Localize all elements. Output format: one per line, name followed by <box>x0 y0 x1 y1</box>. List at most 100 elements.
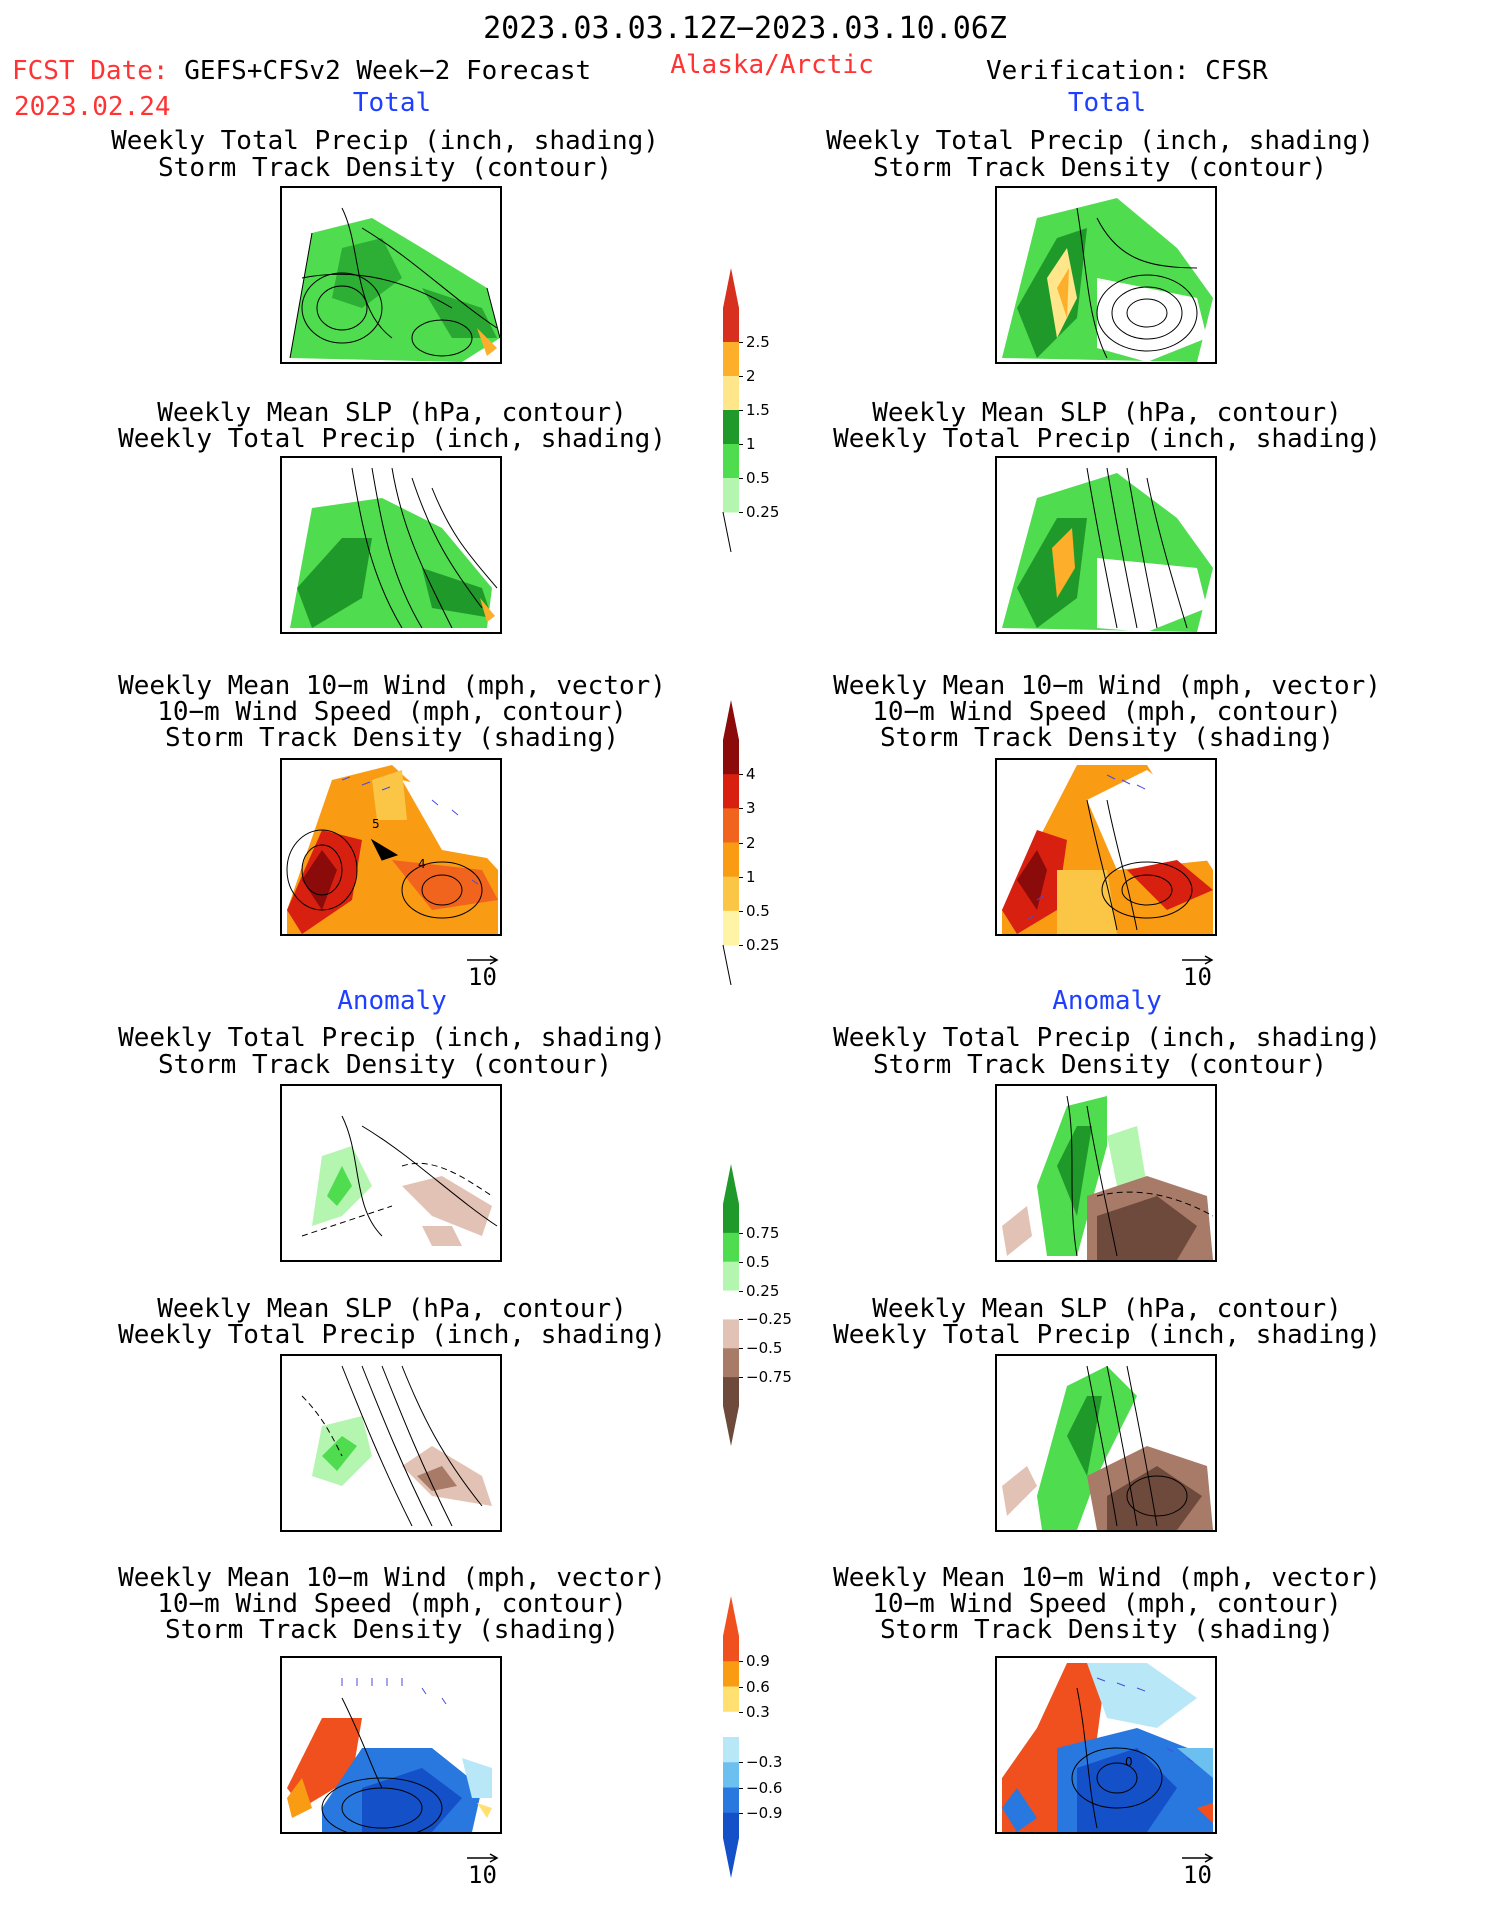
colorbar-tick-label: 0.75 <box>746 1223 780 1242</box>
colorbar-tick-label: −0.5 <box>746 1339 783 1358</box>
colorbar-tick <box>739 342 743 343</box>
colorbar-band <box>723 1762 739 1788</box>
section-anomaly-right: Anomaly <box>1052 986 1162 1016</box>
colorbar-tick <box>739 1686 743 1688</box>
colorbar-band <box>723 1787 739 1814</box>
title-r4-a: Weekly Total Precip (inch, shading) <box>833 1023 1381 1053</box>
colorbar-band <box>723 1204 739 1234</box>
colorbar-track-anomaly: 0.9 0.6 0.3 −0.3 −0.6 −0.9 <box>720 1596 810 1878</box>
colorbar-tick <box>739 1348 743 1350</box>
colorbar-bottom-end <box>723 1838 739 1878</box>
map-anomaly-slp-precip-forecast <box>280 1354 502 1532</box>
colorbar-tick <box>739 410 743 411</box>
map-anomaly-wind-track-verification: 0 <box>995 1656 1217 1834</box>
colorbar-tick-label: 4 <box>746 765 756 784</box>
colorbar-tick-label: 2.5 <box>746 333 770 351</box>
colorbar-tick-label: 2 <box>746 367 756 385</box>
colorbar-band <box>723 376 739 411</box>
colorbar-band <box>723 1348 739 1378</box>
map-total-precip-track-verification <box>995 186 1217 364</box>
colorbar-track-total: 4 3 2 1 0.5 0.25 <box>720 700 810 985</box>
colorbar-band <box>723 410 739 445</box>
colorbar-band <box>723 342 739 377</box>
ref-vector-l6-label: 10 <box>468 1861 497 1889</box>
colorbar-band <box>723 1812 739 1839</box>
colorbar-top-triangle <box>723 700 739 740</box>
title-l6-b: 10−m Wind Speed (mph, contour) <box>157 1589 627 1619</box>
colorbar-band <box>723 774 739 809</box>
colorbar-band <box>723 1686 739 1713</box>
colorbar-band <box>723 1711 739 1738</box>
title-l6-c: Storm Track Density (shading) <box>165 1615 619 1645</box>
wind-label-5: 5 <box>372 817 380 831</box>
title-r6-a: Weekly Mean 10−m Wind (mph, vector) <box>833 1563 1381 1593</box>
title-r6-b: 10−m Wind Speed (mph, contour) <box>872 1589 1342 1619</box>
colorbar-tick-label: −0.75 <box>746 1368 792 1387</box>
colorbar-tick <box>739 945 743 946</box>
title-l3-c: Storm Track Density (shading) <box>165 723 619 753</box>
colorbar-band <box>723 1737 739 1763</box>
colorbar-tick-label: 0.5 <box>746 1252 770 1271</box>
map-total-slp-precip-verification <box>995 456 1217 634</box>
ref-vector-r3: 10 <box>1181 955 1215 989</box>
colorbar-band <box>723 740 739 775</box>
colorbar-tick <box>739 376 743 377</box>
section-total-right: Total <box>1067 88 1147 118</box>
map-total-slp-precip-forecast <box>280 456 502 634</box>
colorbar-tick <box>739 842 743 844</box>
colorbar-tick-label: 2 <box>746 833 756 852</box>
title-l4-b: Storm Track Density (contour) <box>158 1050 612 1080</box>
colorbar-tick <box>739 1711 743 1713</box>
colorbar-tick <box>739 1661 743 1663</box>
colorbar-tick-label: 0.6 <box>746 1677 770 1696</box>
colorbar-band <box>723 1290 739 1320</box>
title-r1-a: Weekly Total Precip (inch, shading) <box>826 126 1374 156</box>
colorbar-tick <box>739 1290 743 1292</box>
title-r1-b: Storm Track Density (contour) <box>873 153 1327 183</box>
colorbar-tick-label: 0.25 <box>746 503 780 521</box>
title-l2-b: Weekly Total Precip (inch, shading) <box>118 424 666 454</box>
map-total-precip-track-forecast <box>280 186 502 364</box>
colorbar-graphic <box>722 268 739 552</box>
colorbar-graphic <box>723 1164 739 1446</box>
colorbar-band <box>723 1661 739 1687</box>
colorbar-tick-label: 1.5 <box>746 401 770 419</box>
map-total-wind-track-verification <box>995 758 1217 936</box>
colorbar-band <box>723 1319 739 1349</box>
title-r2-b: Weekly Total Precip (inch, shading) <box>833 424 1381 454</box>
colorbar-precip-total: 2.5 2 1.5 1 0.5 0.25 <box>720 268 810 552</box>
verification-label: Verification: CFSR <box>986 56 1268 86</box>
section-anomaly-left: Anomaly <box>337 986 447 1016</box>
fcst-date-line: FCST Date: GEFS+CFSv2 Week−2 Forecast <box>12 58 591 84</box>
colorbar-tick-label: −0.3 <box>746 1753 783 1772</box>
title-l3-b: 10−m Wind Speed (mph, contour) <box>157 697 627 727</box>
title-r4-b: Storm Track Density (contour) <box>873 1050 1327 1080</box>
wind-label-0: 0 <box>1125 1755 1133 1769</box>
colorbar-tick <box>739 444 743 445</box>
colorbar-tick-label: 0.5 <box>746 469 770 487</box>
ref-vector-r6-label: 10 <box>1183 1861 1212 1889</box>
title-r3-b: 10−m Wind Speed (mph, contour) <box>872 697 1342 727</box>
colorbar-tick <box>739 1232 743 1234</box>
colorbar-tick <box>739 1762 743 1764</box>
colorbar-tick-label: 1 <box>746 435 756 453</box>
colorbar-tick-label: 0.9 <box>746 1652 770 1671</box>
title-l2-a: Weekly Mean SLP (hPa, contour) <box>157 398 627 428</box>
map-anomaly-slp-precip-verification <box>995 1354 1217 1532</box>
colorbar-tick <box>739 774 743 776</box>
fcst-model: GEFS+CFSv2 Week−2 Forecast <box>184 56 592 86</box>
fcst-label: FCST Date: <box>12 56 169 86</box>
colorbar-bottom-end <box>723 1406 739 1446</box>
colorbar-tick-label: 0.25 <box>746 1281 780 1300</box>
ref-vector-r6: 10 <box>1181 1853 1215 1887</box>
colorbar-band <box>723 842 739 878</box>
colorbar-tick <box>739 1377 743 1379</box>
region-title: Alaska/Arctic <box>670 50 874 80</box>
colorbar-top-triangle <box>723 268 739 308</box>
colorbar-band <box>723 1261 739 1292</box>
colorbar-graphic <box>722 700 739 985</box>
title-r5-a: Weekly Mean SLP (hPa, contour) <box>872 1294 1342 1324</box>
title-r2-a: Weekly Mean SLP (hPa, contour) <box>872 398 1342 428</box>
colorbar-band <box>723 910 739 946</box>
colorbar-tick <box>739 512 743 513</box>
